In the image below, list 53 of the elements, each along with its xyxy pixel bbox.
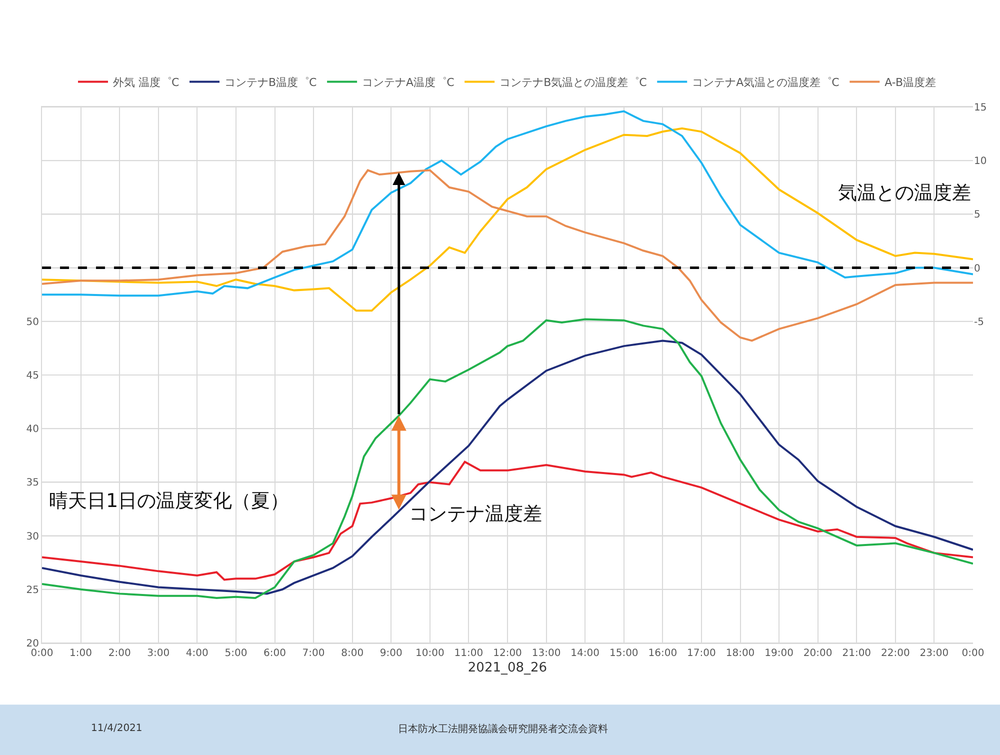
x-tick-label: 23:00 (920, 648, 949, 659)
legend-label: コンテナA気温との温度差゜C (692, 76, 840, 90)
x-tick-label: 4:00 (186, 648, 208, 659)
x-tick-label: 6:00 (264, 648, 286, 659)
y2-tick-label: 15 (974, 102, 987, 114)
x-tick-label: 15:00 (609, 648, 638, 659)
legend-label: 外気 温度゜C (113, 76, 180, 90)
x-tick-label: 20:00 (803, 648, 832, 659)
x-tick-label: 7:00 (302, 648, 325, 659)
legend-label: コンテナA温度゜C (362, 76, 455, 90)
line-series (42, 110, 973, 297)
x-tick-label: 17:00 (687, 648, 716, 659)
x-axis-title: 2021_08_26 (468, 660, 548, 676)
y2-tick-label: -5 (974, 316, 984, 328)
x-tick-label: 0:00 (962, 648, 984, 659)
y-tick-label: 20 (26, 638, 39, 650)
y2-tick-label: 5 (974, 210, 980, 221)
text: 11/4/2021 (91, 723, 142, 734)
x-tick-label: 10:00 (416, 648, 444, 659)
legend-label: コンテナB温度゜C (224, 76, 318, 90)
x-tick-label: 9:00 (380, 648, 402, 659)
annotation: 気温との温度差 (838, 182, 971, 204)
x-tick-label: 5:00 (224, 648, 248, 659)
legend-label: コンテナB気温との温度差゜C (500, 76, 648, 90)
x-tick-label: 8:00 (341, 648, 364, 659)
y-tick-label: 45 (26, 370, 39, 382)
y-tick-label: 30 (26, 531, 39, 542)
legend-label: A-B温度差 (884, 76, 936, 90)
line-series (42, 169, 973, 342)
y-tick-label: 25 (26, 584, 39, 596)
y2-tick-label: 10 (974, 156, 987, 168)
x-tick-label: 19:00 (764, 648, 794, 659)
x-tick-label: 16:00 (648, 648, 678, 659)
x-tick-label: 2:00 (108, 648, 131, 659)
x-tick-label: 22:00 (881, 648, 910, 659)
x-tick-label: 12:00 (493, 648, 522, 659)
annotation: コンテナ温度差 (409, 503, 542, 525)
y-tick-label: 40 (26, 424, 39, 436)
x-tick-label: 0:00 (30, 648, 54, 659)
annotation: 晴天日1日の温度変化（夏） (49, 490, 290, 512)
text: 日本防水工法開発協議会研究開発者交流会資料 (398, 723, 608, 735)
x-tick-label: 3:00 (147, 648, 170, 659)
line-series (42, 127, 973, 312)
y2-tick-label: 0 (974, 263, 980, 274)
line-series (42, 460, 973, 581)
x-tick-label: 18:00 (726, 648, 755, 659)
y-tick-label: 35 (26, 478, 39, 489)
x-tick-label: 1:00 (70, 648, 92, 659)
x-tick-label: 14:00 (570, 648, 600, 659)
y-tick-label: 50 (26, 316, 39, 328)
x-tick-label: 11:00 (454, 648, 484, 659)
x-tick-label: 21:00 (842, 648, 872, 659)
x-tick-label: 13:00 (532, 648, 561, 659)
